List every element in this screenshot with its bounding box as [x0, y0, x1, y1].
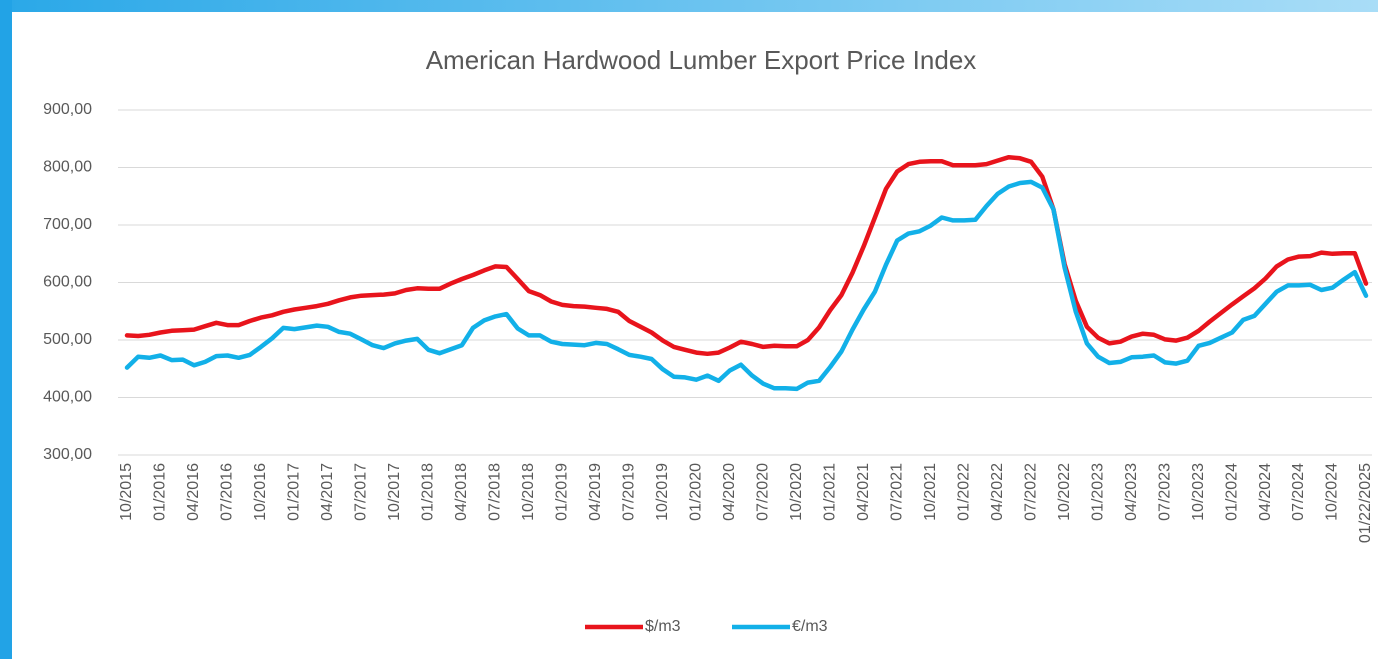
x-tick-label: 04/2024	[1257, 463, 1274, 521]
x-tick-label: 07/2016	[219, 463, 236, 521]
x-tick-label: 01/2019	[554, 463, 571, 521]
y-tick-label: 500,00	[43, 331, 92, 348]
x-tick-label: 01/2020	[687, 463, 704, 521]
x-tick-label: 04/2020	[721, 463, 738, 521]
y-tick-label: 600,00	[43, 274, 92, 291]
x-tick-label: 10/2018	[520, 463, 537, 521]
x-tick-label: 07/2024	[1290, 463, 1307, 521]
y-tick-label: 300,00	[43, 446, 92, 463]
x-tick-label: 10/2024	[1324, 463, 1341, 521]
x-tick-label: 04/2021	[855, 463, 872, 521]
x-tick-label: 10/2015	[118, 463, 135, 521]
y-tick-label: 800,00	[43, 159, 92, 176]
y-tick-label: 900,00	[43, 101, 92, 118]
legend-label: €/m3	[792, 618, 828, 635]
x-tick-label: 04/2016	[185, 463, 202, 521]
left-band	[0, 0, 12, 659]
x-tick-label: 07/2019	[621, 463, 638, 521]
x-tick-label: 04/2022	[989, 463, 1006, 521]
top-band	[0, 0, 1378, 12]
x-tick-label: 01/2023	[1089, 463, 1106, 521]
x-tick-label: 04/2018	[453, 463, 470, 521]
x-tick-label: 01/22/2025	[1357, 463, 1374, 543]
x-tick-label: 10/2023	[1190, 463, 1207, 521]
y-tick-label: 700,00	[43, 216, 92, 233]
y-tick-label: 400,00	[43, 389, 92, 406]
x-tick-label: 07/2023	[1156, 463, 1173, 521]
x-tick-label: 10/2017	[386, 463, 403, 521]
x-tick-label: 01/2016	[152, 463, 169, 521]
x-tick-label: 07/2017	[353, 463, 370, 521]
x-tick-label: 07/2021	[888, 463, 905, 521]
x-tick-label: 01/2017	[286, 463, 303, 521]
legend-label: $/m3	[645, 618, 681, 635]
x-tick-label: 04/2017	[319, 463, 336, 521]
x-tick-label: 07/2020	[754, 463, 771, 521]
x-tick-label: 10/2022	[1056, 463, 1073, 521]
x-tick-label: 04/2023	[1123, 463, 1140, 521]
x-tick-label: 10/2020	[788, 463, 805, 521]
x-tick-label: 04/2019	[587, 463, 604, 521]
series-line	[124, 154, 1369, 357]
x-tick-label: 10/2016	[252, 463, 269, 521]
series-line	[124, 179, 1369, 392]
x-tick-label: 01/2018	[420, 463, 437, 521]
x-tick-label: 01/2022	[955, 463, 972, 521]
x-tick-label: 07/2022	[1022, 463, 1039, 521]
x-tick-label: 07/2018	[487, 463, 504, 521]
x-tick-label: 01/2021	[821, 463, 838, 521]
x-tick-label: 10/2019	[654, 463, 671, 521]
x-tick-label: 01/2024	[1223, 463, 1240, 521]
chart-title: American Hardwood Lumber Export Price In…	[426, 45, 977, 75]
x-tick-label: 10/2021	[922, 463, 939, 521]
